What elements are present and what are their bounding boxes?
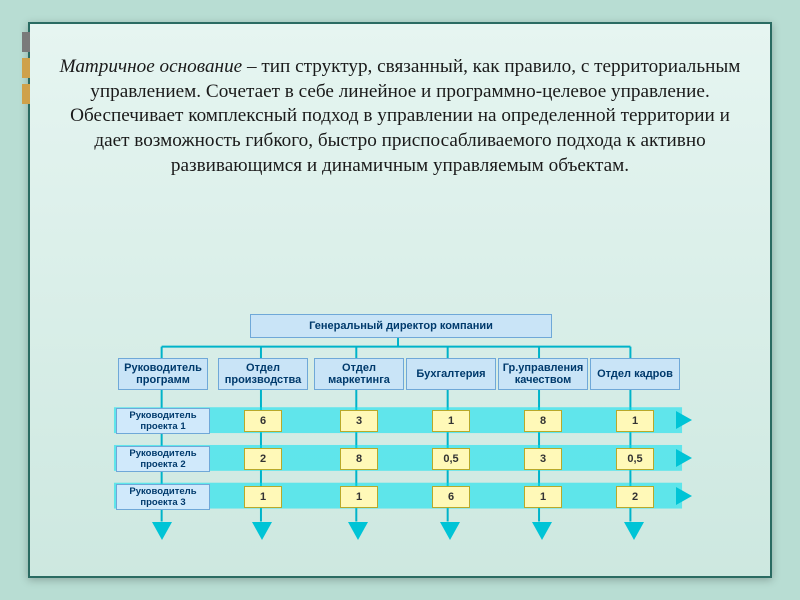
- matrix-cell: 6: [244, 410, 282, 432]
- down-arrow-icon: [624, 522, 644, 540]
- matrix-cell: 0,5: [432, 448, 470, 470]
- row-label: Руководитель проекта 2: [116, 446, 210, 472]
- row-label: Руководитель проекта 3: [116, 484, 210, 510]
- flow-arrow-icon: [676, 449, 692, 467]
- down-arrow-icon: [532, 522, 552, 540]
- matrix-cell: 8: [524, 410, 562, 432]
- matrix-cell: 8: [340, 448, 378, 470]
- flow-arrow-icon: [676, 487, 692, 505]
- binder-tab: [22, 84, 30, 104]
- matrix-cell: 0,5: [616, 448, 654, 470]
- matrix-cell: 1: [616, 410, 654, 432]
- matrix-cell: 6: [432, 486, 470, 508]
- down-arrow-icon: [348, 522, 368, 540]
- down-arrow-icon: [440, 522, 460, 540]
- matrix-cell: 2: [244, 448, 282, 470]
- down-arrow-icon: [152, 522, 172, 540]
- col-header: Отдел маркетинга: [314, 358, 404, 390]
- matrix-cell: 1: [524, 486, 562, 508]
- col-header: Гр.управления качеством: [498, 358, 588, 390]
- paragraph: Матричное основание – тип структур, связ…: [30, 43, 770, 182]
- matrix-cell: 1: [340, 486, 378, 508]
- down-arrow-icon: [252, 522, 272, 540]
- col-header: Отдел кадров: [590, 358, 680, 390]
- matrix-cell: 2: [616, 486, 654, 508]
- binder-tab: [22, 58, 30, 78]
- matrix-cell: 1: [244, 486, 282, 508]
- matrix-cell: 3: [524, 448, 562, 470]
- org-chart: Генеральный директор компании Руководител…: [110, 312, 690, 572]
- row-label: Руководитель проекта 1: [116, 408, 210, 434]
- connectors: [110, 312, 690, 572]
- binder-tab: [22, 32, 30, 52]
- top-header: Генеральный директор компании: [250, 314, 552, 338]
- col-header: Руководитель программ: [118, 358, 208, 390]
- col-header: Отдел производства: [218, 358, 308, 390]
- matrix-cell: 1: [432, 410, 470, 432]
- title-italic: Матричное основание: [60, 56, 243, 77]
- col-header: Бухгалтерия: [406, 358, 496, 390]
- matrix-cell: 3: [340, 410, 378, 432]
- flow-arrow-icon: [676, 411, 692, 429]
